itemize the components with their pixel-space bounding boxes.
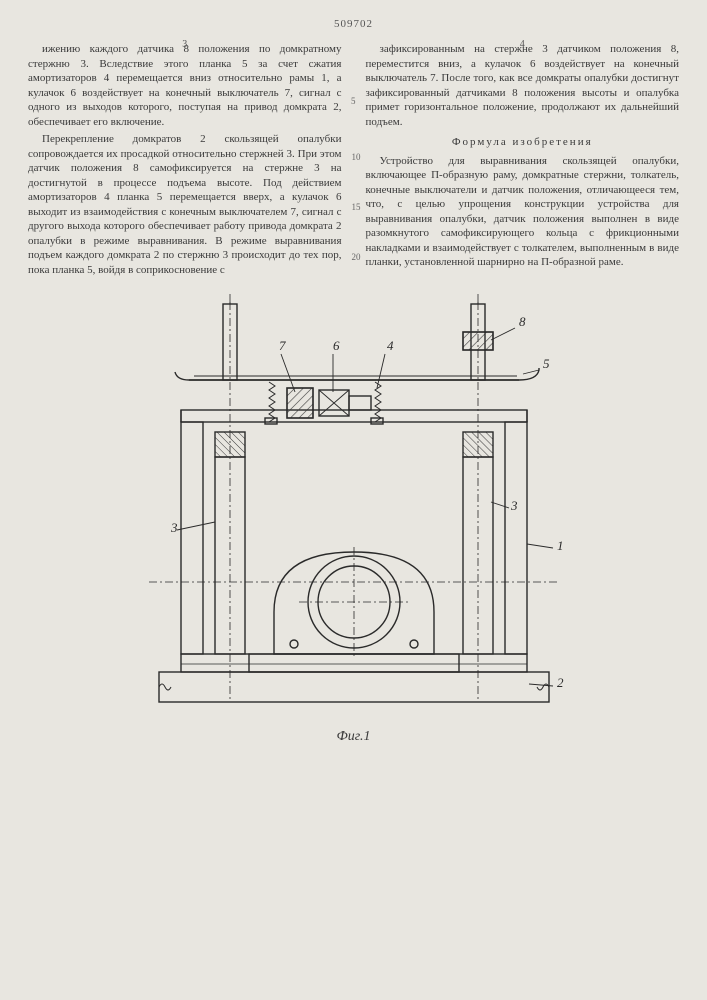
svg-text:8: 8 <box>519 314 526 329</box>
page-number-right: 4 <box>520 38 525 51</box>
paragraph: Устройство для выравнивания скользящей о… <box>366 154 680 270</box>
line-marker: 20 <box>352 252 361 264</box>
paragraph: зафиксированным на стержне 3 датчиком по… <box>366 42 680 129</box>
svg-text:6: 6 <box>333 338 340 353</box>
page-number-left: 3 <box>182 38 187 51</box>
left-column: 3 5 ижению каждого датчика 8 положения п… <box>28 42 342 280</box>
svg-text:5: 5 <box>543 356 550 371</box>
svg-text:4: 4 <box>387 338 394 353</box>
figure-label: Фиг.1 <box>28 729 679 745</box>
svg-text:3: 3 <box>510 498 518 513</box>
paragraph: ижению каждого датчика 8 положения по до… <box>28 42 342 129</box>
svg-text:3: 3 <box>170 520 178 535</box>
line-marker: 10 <box>352 152 361 164</box>
svg-text:1: 1 <box>557 538 564 553</box>
svg-text:7: 7 <box>279 338 286 353</box>
line-marker: 15 <box>352 202 361 214</box>
line-marker: 5 <box>351 96 356 108</box>
doc-number: 509702 <box>28 18 679 30</box>
formula-title: Формула изобретения <box>366 135 680 150</box>
paragraph: Перекрепление домкратов 2 скользящей опа… <box>28 132 342 277</box>
right-column: 4 10 15 20 зафиксированным на стержне 3 … <box>366 42 680 280</box>
technical-drawing: 8 5 4 6 7 3 3 1 2 <box>119 292 589 722</box>
text-columns: 3 5 ижению каждого датчика 8 положения п… <box>28 42 679 280</box>
figure-container: 8 5 4 6 7 3 3 1 2 Фиг.1 <box>28 292 679 745</box>
svg-text:2: 2 <box>557 675 564 690</box>
